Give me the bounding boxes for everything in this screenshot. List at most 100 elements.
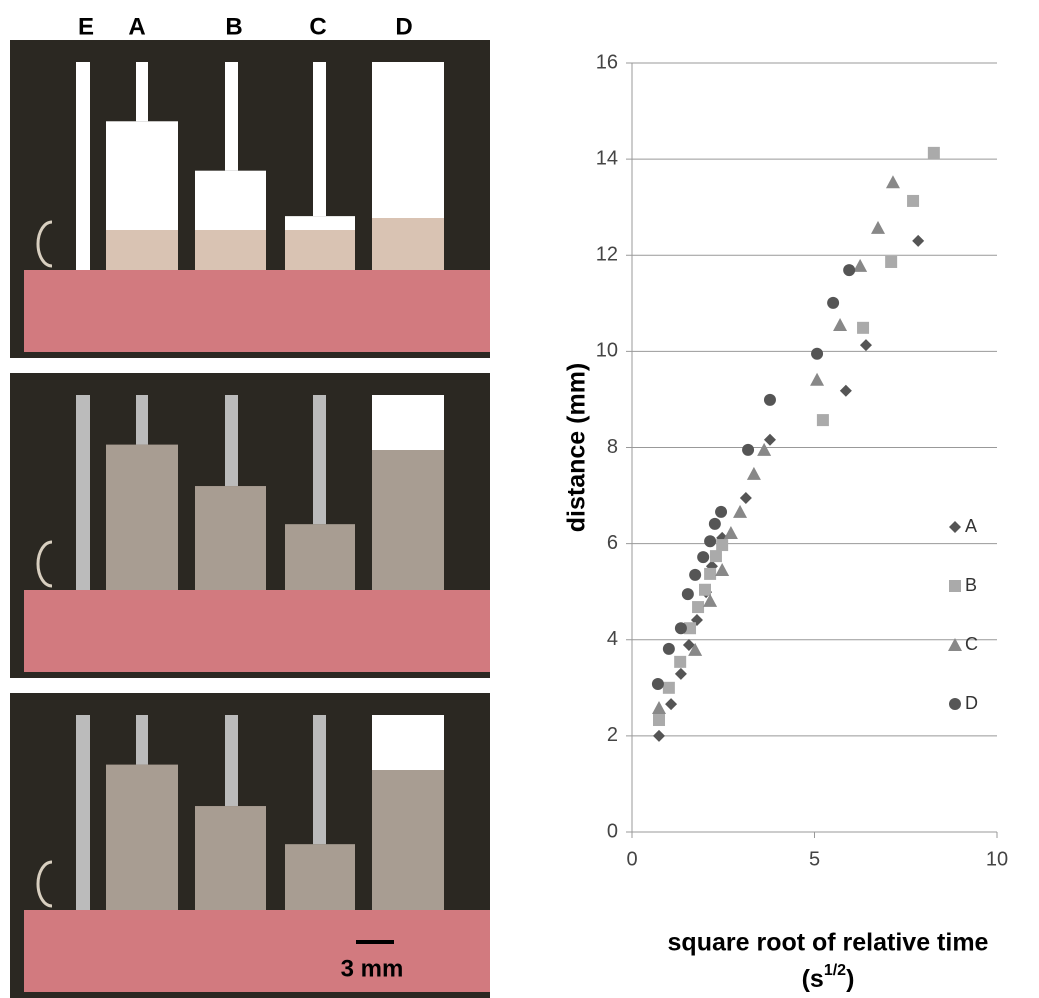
marker (949, 698, 961, 710)
marker (675, 622, 687, 634)
marker (663, 643, 675, 655)
y-tick-label: 8 (607, 436, 618, 458)
marker (949, 521, 961, 533)
marker (810, 373, 824, 386)
marker (709, 518, 721, 530)
marker (689, 569, 701, 581)
marker (733, 505, 747, 518)
wet-area (372, 770, 444, 910)
marker (715, 506, 727, 518)
stem (136, 395, 148, 445)
marker (692, 601, 704, 613)
y-tick-label: 4 (607, 628, 618, 650)
y-axis-label: distance (mm) (563, 363, 591, 532)
y-tick-label: 2 (607, 724, 618, 746)
marker (697, 551, 709, 563)
column-label: A (128, 13, 145, 40)
legend-label: D (965, 693, 978, 713)
stem (313, 395, 326, 524)
wet-area (285, 524, 355, 590)
marker (716, 539, 728, 551)
unit-close: ) (846, 965, 854, 993)
marker (652, 678, 664, 690)
y-tick-label: 12 (596, 244, 618, 266)
sponge (24, 590, 490, 672)
y-tick-label: 14 (596, 147, 618, 169)
marker (652, 701, 666, 714)
stem (225, 62, 238, 171)
marker (764, 434, 776, 446)
wet-area (106, 230, 178, 270)
column-label: C (309, 13, 326, 40)
marker (860, 339, 872, 351)
y-tick-label: 10 (596, 340, 618, 362)
wet-area (372, 218, 444, 270)
marker (886, 175, 900, 188)
marker (949, 580, 961, 592)
column-label: D (395, 13, 412, 40)
marker (704, 568, 716, 580)
marker (740, 492, 752, 504)
x-tick-label: 0 (626, 848, 637, 870)
x-tick-label: 10 (986, 848, 1008, 870)
marker (843, 264, 855, 276)
marker (675, 668, 687, 680)
stem (225, 395, 238, 486)
column-label: B (225, 13, 242, 40)
marker (674, 656, 686, 668)
x-tick-label: 5 (809, 848, 820, 870)
legend-label: B (965, 575, 977, 595)
wet-area (285, 844, 355, 910)
stem (313, 715, 326, 844)
wet-area (285, 230, 355, 270)
marker (840, 385, 852, 397)
y-tick-label: 6 (607, 532, 618, 554)
unit-base: (s (802, 965, 824, 993)
stem (313, 62, 326, 216)
y-tick-label: 16 (596, 51, 618, 73)
marker (682, 588, 694, 600)
marker (912, 235, 924, 247)
wet-area (106, 445, 178, 590)
marker (704, 535, 716, 547)
marker (928, 147, 940, 159)
legend-label: A (965, 516, 977, 536)
marker (871, 221, 885, 234)
marker (653, 730, 665, 742)
marker (764, 394, 776, 406)
marker (665, 698, 677, 710)
marker (885, 256, 897, 268)
marker (710, 550, 722, 562)
marker (817, 414, 829, 426)
channel (76, 715, 90, 910)
stem (225, 715, 238, 806)
legend-label: C (965, 634, 978, 654)
column-label: E (78, 13, 94, 40)
unit-superscript: 1/2 (824, 962, 846, 979)
sponge (24, 910, 490, 992)
marker (747, 467, 761, 480)
photo-panels: E A B C D 3 mm (10, 13, 490, 998)
x-axis-unit: (s1/2) (802, 962, 855, 992)
wet-area (195, 486, 266, 590)
marker (853, 259, 867, 272)
marker (724, 526, 738, 539)
sponge (24, 270, 490, 352)
marker (742, 444, 754, 456)
marker (699, 584, 711, 596)
wet-area (195, 230, 266, 270)
channel (76, 62, 90, 270)
wet-area (372, 450, 444, 590)
scale-bar-line (356, 940, 394, 944)
marker (811, 348, 823, 360)
wet-area (195, 806, 266, 910)
wet-area (106, 765, 178, 910)
marker (715, 563, 729, 576)
figure: EABCD3 mm 02468101214160510distance (mm)… (0, 0, 1039, 998)
marker (827, 297, 839, 309)
marker (833, 318, 847, 331)
stem (136, 62, 148, 121)
x-axis-label: square root of relative time (668, 929, 989, 957)
scale-bar-label: 3 mm (341, 955, 404, 982)
